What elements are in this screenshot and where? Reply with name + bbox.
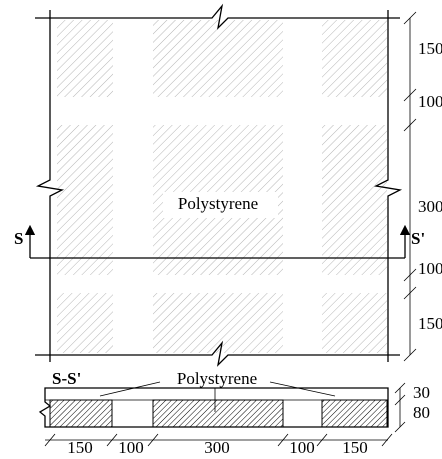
block: [57, 125, 113, 275]
dim-tick: [403, 286, 417, 300]
dim-tick: [394, 421, 406, 433]
dim-label: 300: [418, 197, 442, 216]
block: [322, 20, 387, 97]
break-line: [35, 340, 400, 367]
dim-tick: [403, 11, 417, 25]
dim-tick: [316, 433, 328, 447]
dim-tick: [277, 433, 289, 447]
section-view: S-S' Polystyrene 30 80 150 100 300 100 1…: [38, 369, 430, 457]
block: [153, 20, 283, 97]
dim-tick: [381, 433, 393, 447]
break-line: [373, 10, 403, 362]
block: [57, 293, 113, 353]
dim-tick: [403, 348, 417, 362]
dim-tick: [394, 382, 406, 394]
block: [57, 20, 113, 97]
break-line: [35, 3, 400, 30]
section-label: Polystyrene: [177, 369, 257, 388]
dim-tick: [403, 88, 417, 102]
section-title: S-S': [52, 369, 81, 388]
block: [322, 125, 387, 275]
dim-tick: [403, 118, 417, 132]
dim-tick: [403, 268, 417, 282]
dim-label: 100: [289, 438, 315, 457]
dim-tick: [394, 394, 406, 406]
slab-outline: [38, 387, 389, 428]
dim-label: 100: [118, 438, 144, 457]
dim-label: 150: [67, 438, 93, 457]
plan-label: Polystyrene: [178, 194, 258, 213]
dim-label: 100: [418, 92, 442, 111]
dim-tick: [106, 433, 118, 447]
break-line: [35, 10, 65, 362]
dim-label: 150: [418, 39, 442, 58]
section-mark: S: [14, 229, 23, 248]
block: [152, 399, 284, 428]
dim-label: 300: [204, 438, 230, 457]
section-mark: S': [411, 229, 425, 248]
section-cut: S S': [14, 224, 425, 259]
label-bg: [163, 192, 278, 218]
dim-label: 100: [418, 259, 442, 278]
leader: [99, 381, 161, 397]
plan-dimensions: 150 100 300 100 150: [403, 11, 442, 362]
block: [49, 399, 113, 428]
dim-label: 30: [413, 383, 430, 402]
block: [321, 399, 388, 428]
plan-blocks: [57, 20, 387, 353]
plan-outline: [35, 3, 403, 367]
dim-tick: [44, 433, 56, 447]
dim-label: 150: [342, 438, 368, 457]
dim-tick: [147, 433, 159, 447]
block: [153, 293, 283, 353]
leader: [269, 381, 336, 397]
dim-label: 80: [413, 403, 430, 422]
dim-label: 150: [418, 314, 442, 333]
block: [322, 293, 387, 353]
